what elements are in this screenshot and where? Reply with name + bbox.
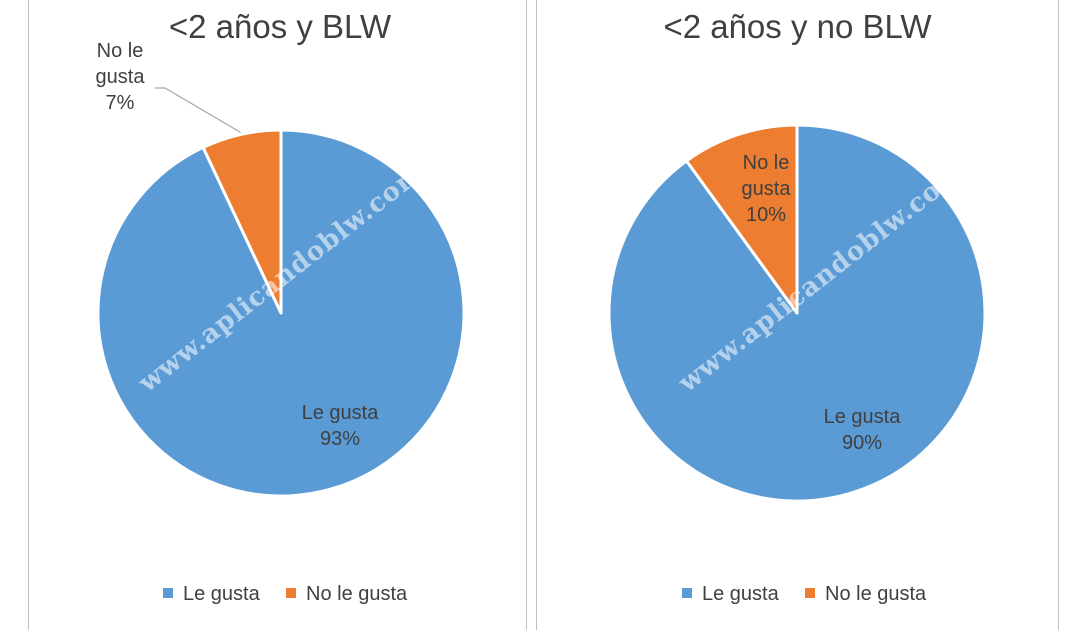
- legend-item-no-le-gusta: No le gusta: [286, 580, 407, 608]
- right-border: [1058, 0, 1059, 630]
- pie-slice-no-le-gusta: [201, 128, 283, 315]
- divider-left: [526, 0, 527, 630]
- leader-line: [155, 87, 241, 133]
- pie-slice-no-le-gusta: [684, 123, 799, 315]
- legend-swatch-blue: [682, 587, 692, 598]
- pie-chart-blw: [96, 87, 466, 498]
- legend-item-le-gusta: Le gusta: [682, 580, 779, 608]
- legend-item-no-le-gusta: No le gusta: [805, 580, 926, 608]
- slice-label-no-le-gusta: No le gusta 10%: [741, 152, 791, 226]
- chart-panel-no-blw: <2 años y no BLW Le gusta 90% No le gust…: [537, 0, 1058, 630]
- slice-label-no-le-gusta: No le gusta 7%: [95, 40, 145, 114]
- slice-label-le-gusta: Le gusta 93%: [301, 402, 379, 450]
- legend: Le gusta No le gusta: [0, 580, 560, 610]
- legend-swatch-orange: [805, 587, 815, 598]
- legend-item-le-gusta: Le gusta: [163, 580, 260, 608]
- pie-chart-no-blw: [607, 123, 987, 503]
- chart-panel-blw: <2 años y BLW Le gusta 93% No le gusta 7…: [0, 8, 560, 610]
- legend-swatch-orange: [286, 587, 296, 598]
- chart-title: <2 años y no BLW: [663, 8, 932, 45]
- divider-right: [536, 0, 537, 630]
- chart-title: <2 años y BLW: [168, 8, 392, 45]
- slice-label-le-gusta: Le gusta 90%: [823, 406, 901, 454]
- legend: Le gusta No le gusta: [537, 580, 1058, 610]
- legend-swatch-blue: [163, 587, 173, 598]
- left-border: [28, 0, 29, 630]
